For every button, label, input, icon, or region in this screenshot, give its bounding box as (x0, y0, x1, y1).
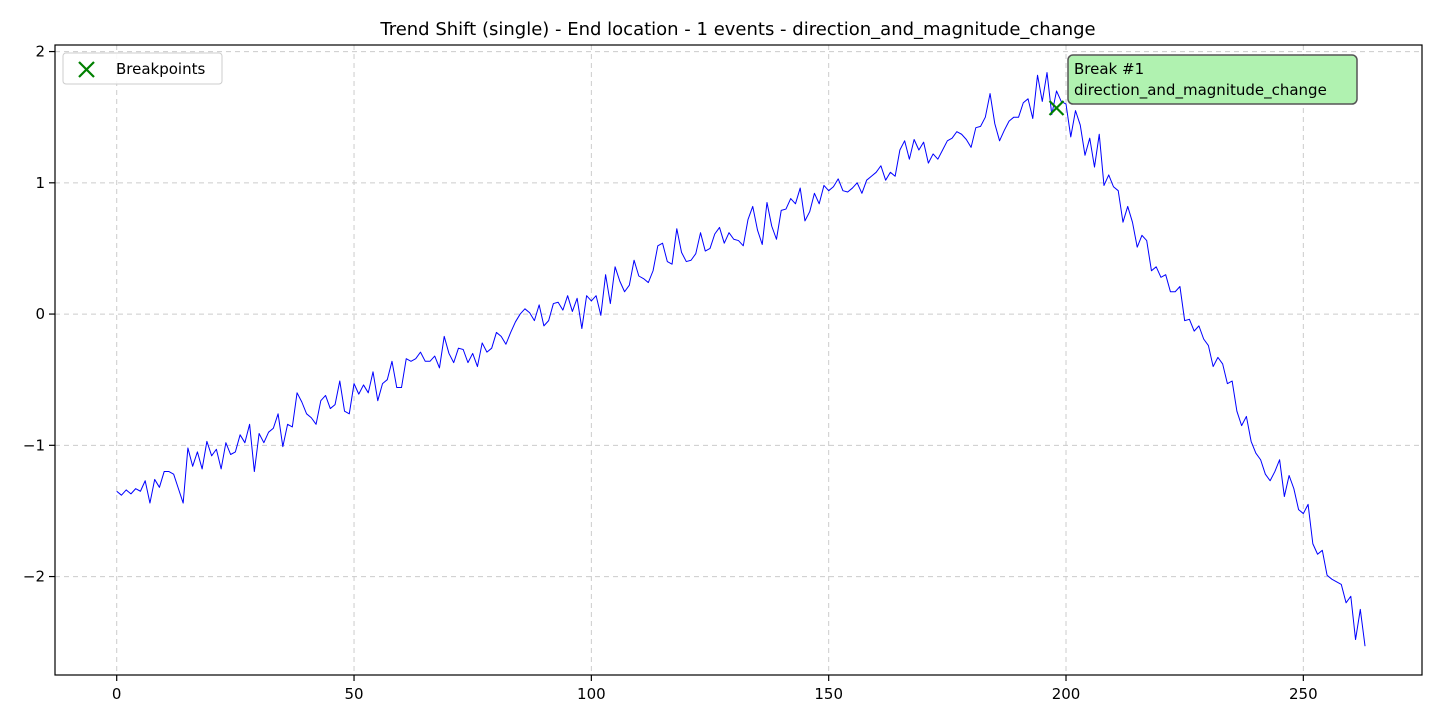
breakpoint-markers (1048, 100, 1065, 116)
y-tick-label: −2 (23, 568, 45, 586)
series-group (116, 72, 1366, 647)
annotation-box (1067, 54, 1358, 105)
x-axis-ticks: 0 50 100 150 200 250 (112, 675, 1318, 703)
annotation-line-2: direction_and_magnitude_change (1074, 81, 1327, 100)
y-tick-label: 1 (35, 174, 45, 192)
y-tick-label: 2 (35, 43, 45, 61)
x-tick-label: 200 (1052, 685, 1081, 703)
legend: Breakpoints (62, 52, 223, 85)
x-tick-label: 50 (344, 685, 363, 703)
annotation-line-1: Break #1 (1074, 60, 1144, 78)
plot-frame (54, 44, 1423, 676)
x-tick-label: 100 (577, 685, 606, 703)
legend-label: Breakpoints (116, 60, 205, 78)
y-tick-label: 0 (35, 305, 45, 323)
series-line (116, 72, 1366, 647)
legend-x-marker-icon (78, 61, 95, 78)
legend-box (62, 52, 223, 85)
x-tick-label: 150 (814, 685, 843, 703)
y-axis-ticks: −2 −1 0 1 2 (23, 43, 55, 586)
y-tick-label: −1 (23, 436, 45, 454)
breakpoint-x-icon (1048, 100, 1065, 116)
x-tick-label: 250 (1289, 685, 1318, 703)
breakpoint-annotation: Break #1 direction_and_magnitude_change (1067, 54, 1358, 105)
chart-title: Trend Shift (single) - End location - 1 … (379, 19, 1095, 40)
x-tick-label: 0 (112, 685, 122, 703)
